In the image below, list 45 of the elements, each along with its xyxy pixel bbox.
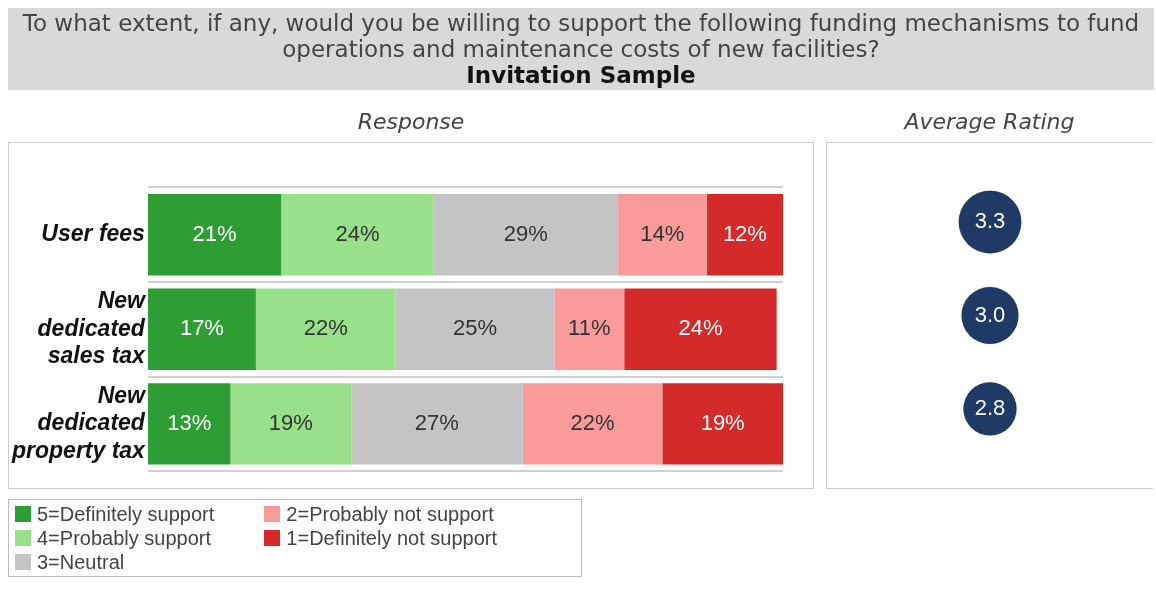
legend-label: 5=Definitely support	[36, 502, 215, 526]
data-label: 29%	[503, 220, 548, 246]
data-label: 3.0	[974, 301, 1006, 327]
data-label: 2.8	[974, 395, 1006, 420]
data-label: 22%	[303, 315, 348, 341]
bar	[281, 194, 434, 276]
bar	[617, 194, 707, 276]
legend-label: 1=Definitely not support	[285, 526, 498, 550]
data-label: 19%	[700, 409, 745, 435]
data-label: 24%	[335, 220, 380, 246]
data-label: 12%	[722, 220, 767, 246]
bar	[554, 288, 625, 370]
bar	[351, 383, 523, 465]
bar	[706, 194, 783, 276]
bar	[395, 288, 555, 370]
data-label: 14%	[640, 220, 685, 246]
bar	[662, 383, 783, 465]
text: Average Rating	[826, 102, 1153, 143]
bar	[147, 383, 231, 465]
chart-subtitle: Invitation Sample	[465, 62, 697, 88]
legend-label: 3=Neutral	[36, 550, 126, 574]
x-axis-title: Response	[8, 102, 814, 143]
data-label: 17%	[179, 315, 224, 341]
y-tick-label: New dedicated property tax	[10, 381, 148, 463]
y-tick-label: User fees	[41, 220, 145, 247]
bar	[624, 288, 777, 370]
bar	[147, 194, 282, 276]
data-label: 27%	[414, 409, 459, 435]
data-label: 11%	[568, 315, 611, 341]
data-label: 13%	[167, 409, 212, 435]
data-label: 22%	[570, 409, 615, 435]
y-tick-label: New dedicated sales tax	[37, 287, 148, 369]
chart-title: To what extent, if any, would you be willing to support the following funding mechanisms to fund operations and maintenance costs of new facilities?	[21, 10, 1141, 62]
bar	[522, 383, 663, 465]
bar	[147, 288, 256, 370]
bar	[255, 288, 396, 370]
legend-label: 2=Probably not support	[285, 502, 495, 526]
data-label: 24%	[678, 315, 723, 341]
data-label: 3.3	[974, 208, 1006, 234]
data-label: 19%	[268, 409, 313, 435]
legend-label: 4=Probably support	[36, 526, 212, 550]
data-label: 25%	[452, 315, 498, 341]
data-label: 21%	[192, 220, 237, 246]
bar	[230, 383, 352, 465]
bar	[433, 194, 618, 276]
